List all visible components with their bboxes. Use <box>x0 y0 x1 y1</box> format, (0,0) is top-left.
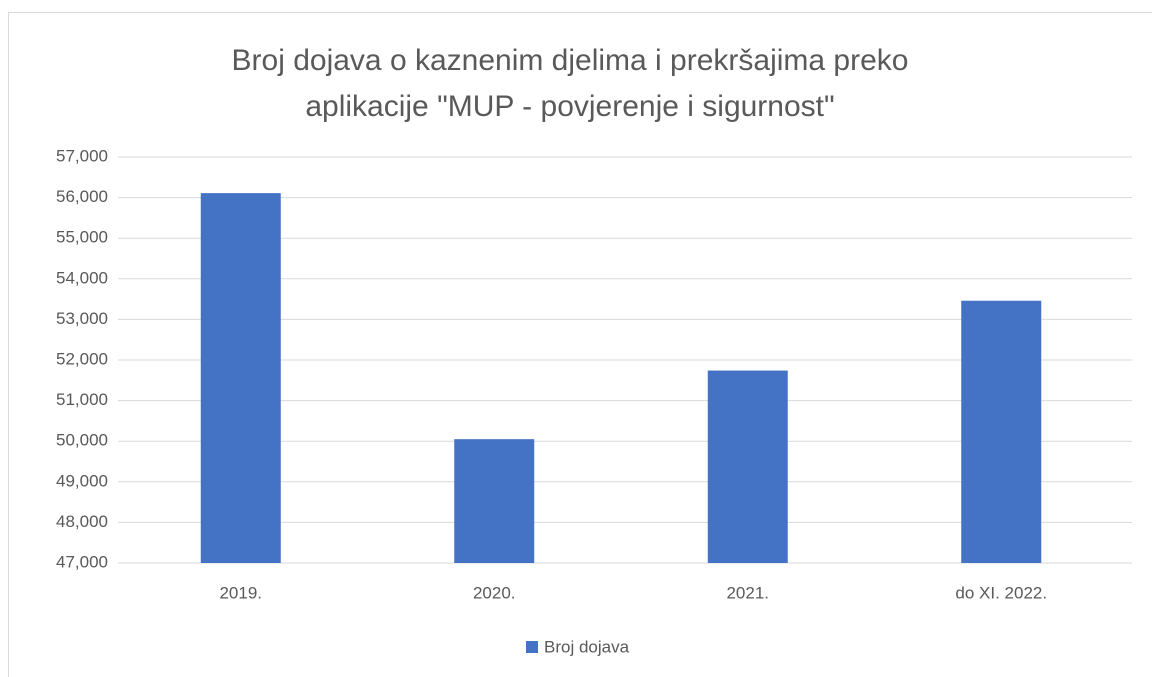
x-tick-label: 2019. <box>219 583 262 602</box>
y-tick-label: 56,000 <box>56 187 108 206</box>
legend-swatch <box>526 641 538 653</box>
y-tick-label: 47,000 <box>56 552 108 571</box>
y-tick-label: 51,000 <box>56 390 108 409</box>
legend-label: Broj dojava <box>544 637 630 656</box>
x-tick-label: 2020. <box>473 583 516 602</box>
chart-title: aplikacije "MUP - povjerenje i sigurnost… <box>305 90 834 123</box>
x-tick-label: 2021. <box>726 583 769 602</box>
y-tick-label: 52,000 <box>56 349 108 368</box>
y-tick-label: 50,000 <box>56 431 108 450</box>
y-tick-label: 48,000 <box>56 512 108 531</box>
y-tick-label: 53,000 <box>56 309 108 328</box>
bar <box>707 370 788 563</box>
chart-title: Broj dojava o kaznenim djelima i prekrša… <box>232 44 909 77</box>
x-tick-label: do XI. 2022. <box>955 583 1047 602</box>
y-tick-label: 57,000 <box>56 146 108 165</box>
bar <box>454 439 535 563</box>
y-tick-label: 49,000 <box>56 471 108 490</box>
y-tick-label: 54,000 <box>56 268 108 287</box>
y-tick-label: 55,000 <box>56 228 108 247</box>
bar <box>961 300 1042 563</box>
bar <box>200 193 281 563</box>
